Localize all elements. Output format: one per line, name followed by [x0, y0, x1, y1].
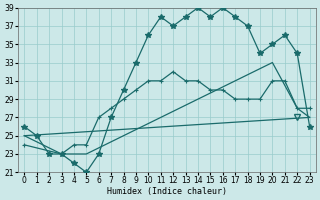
X-axis label: Humidex (Indice chaleur): Humidex (Indice chaleur) — [107, 187, 227, 196]
